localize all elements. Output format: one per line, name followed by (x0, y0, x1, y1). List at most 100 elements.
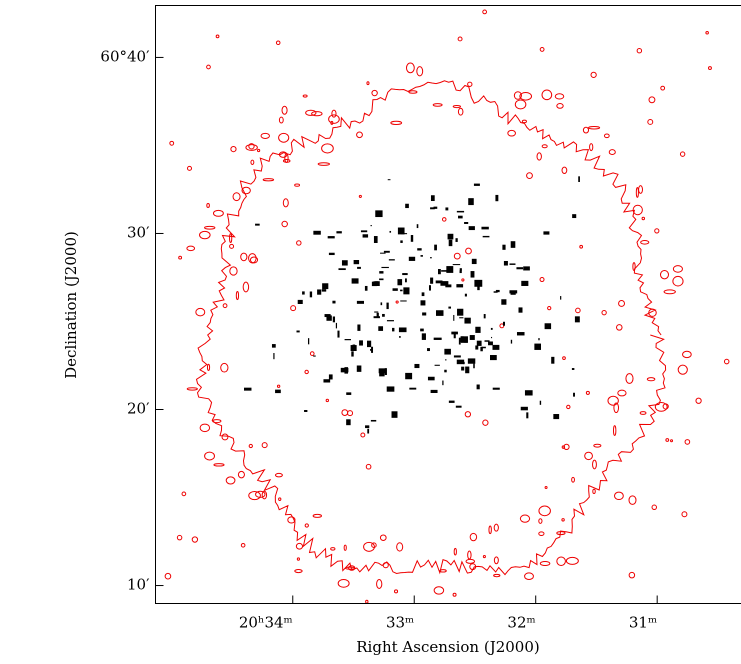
emission-blob (468, 358, 475, 363)
contour-spot (671, 440, 673, 442)
contour-spot (223, 304, 227, 308)
contour-spot (640, 412, 646, 415)
contour-spot (241, 543, 245, 547)
contour-spot (214, 464, 224, 466)
x-tick-label: 33ᵐ (386, 614, 414, 632)
contour-spot (593, 489, 595, 493)
emission-blob (374, 311, 378, 312)
contour-spot (588, 127, 599, 129)
contour-spot (655, 402, 667, 411)
emission-blob (373, 281, 378, 285)
contour-spot (249, 444, 252, 447)
emission-blob (323, 379, 330, 382)
contour-spot (636, 187, 638, 197)
emission-blob (414, 364, 419, 368)
contour-spot (417, 67, 423, 76)
emission-blob (572, 368, 574, 370)
contour-spot (297, 558, 299, 560)
emission-blob (481, 227, 488, 230)
emission-blob (430, 278, 433, 284)
contour-spot (366, 464, 371, 469)
contour-spot (515, 100, 526, 109)
contour-spot (313, 514, 321, 517)
contour-spot (348, 411, 353, 416)
contour-spot (187, 388, 197, 390)
emission-blob (329, 374, 333, 379)
x-axis-label: Right Ascension (J2000) (356, 638, 539, 656)
emission-blob (322, 289, 326, 291)
contour-spot (276, 41, 280, 45)
emission-blob (442, 381, 443, 386)
contour-spot (673, 266, 682, 273)
contour-spot (442, 218, 446, 222)
contour-spot (213, 420, 221, 423)
emission-blob (495, 195, 498, 201)
contour-spot (233, 193, 240, 201)
emission-blob (337, 331, 339, 338)
emission-blob (449, 401, 455, 403)
emission-blob (353, 345, 356, 350)
emission-blob (509, 290, 517, 293)
emission-blob (275, 390, 281, 393)
emission-blob (492, 345, 499, 350)
emission-blob (453, 315, 454, 321)
contour-spot (557, 104, 563, 109)
emission-blob (431, 195, 435, 201)
emission-blob (380, 253, 386, 254)
emission-blob (392, 411, 398, 418)
emission-blob (444, 370, 446, 373)
emission-blob (313, 355, 315, 356)
contour-spot (182, 492, 186, 496)
emission-blob (351, 351, 353, 356)
emission-blob (493, 388, 500, 390)
contour-spot (555, 94, 563, 99)
emission-blob (421, 300, 426, 305)
emission-blob (409, 257, 415, 261)
contour-spot (583, 127, 588, 133)
emission-blob (457, 211, 464, 213)
contour-spot (706, 31, 709, 34)
contour-spot (557, 532, 565, 535)
contour-spot (303, 95, 307, 97)
contour-spot (305, 370, 308, 373)
contour-spot (614, 492, 623, 499)
contour-spot (602, 310, 606, 314)
emission-blob (436, 310, 443, 316)
contour-spot (647, 378, 655, 381)
contour-spot (613, 426, 615, 436)
contour-spot (664, 290, 675, 294)
contour-spot (263, 179, 273, 181)
contour-spot (434, 587, 444, 594)
contour-spot (591, 72, 596, 77)
contour-spot (649, 97, 655, 103)
contour-spot (468, 551, 471, 559)
emission-blob (449, 240, 453, 246)
contour-spot (251, 160, 254, 164)
emission-blob (430, 257, 432, 258)
contour-spot (226, 477, 235, 484)
contour-spot (540, 562, 550, 566)
contour-spot (470, 533, 476, 540)
contour-spot (618, 390, 626, 396)
emission-blob (367, 341, 371, 347)
contour-spot (539, 532, 544, 536)
emission-blob (445, 284, 451, 287)
emission-blob (504, 261, 508, 266)
emission-blob (400, 300, 406, 301)
contour-spot (383, 563, 388, 568)
contour-spot (205, 452, 215, 460)
contour-spot (297, 241, 301, 245)
emission-blob (272, 344, 276, 348)
emission-blob (384, 251, 390, 253)
emission-blob (446, 266, 453, 273)
contour-spot (359, 195, 361, 197)
emission-blob (494, 291, 498, 292)
emission-blob (464, 222, 468, 224)
contour (197, 81, 666, 575)
contour-spot (542, 90, 552, 100)
emission-blob (470, 335, 475, 340)
contour-spot (391, 121, 402, 124)
emission-blob (572, 214, 576, 218)
emission-blob (352, 278, 359, 283)
contour-spot (258, 149, 260, 151)
